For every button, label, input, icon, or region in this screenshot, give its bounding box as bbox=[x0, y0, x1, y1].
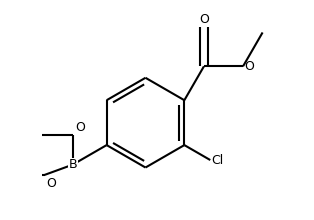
Text: O: O bbox=[46, 177, 56, 190]
Text: O: O bbox=[75, 121, 85, 134]
Text: O: O bbox=[199, 13, 209, 26]
Text: O: O bbox=[244, 60, 254, 73]
Text: Cl: Cl bbox=[211, 154, 224, 167]
Text: B: B bbox=[68, 158, 77, 171]
